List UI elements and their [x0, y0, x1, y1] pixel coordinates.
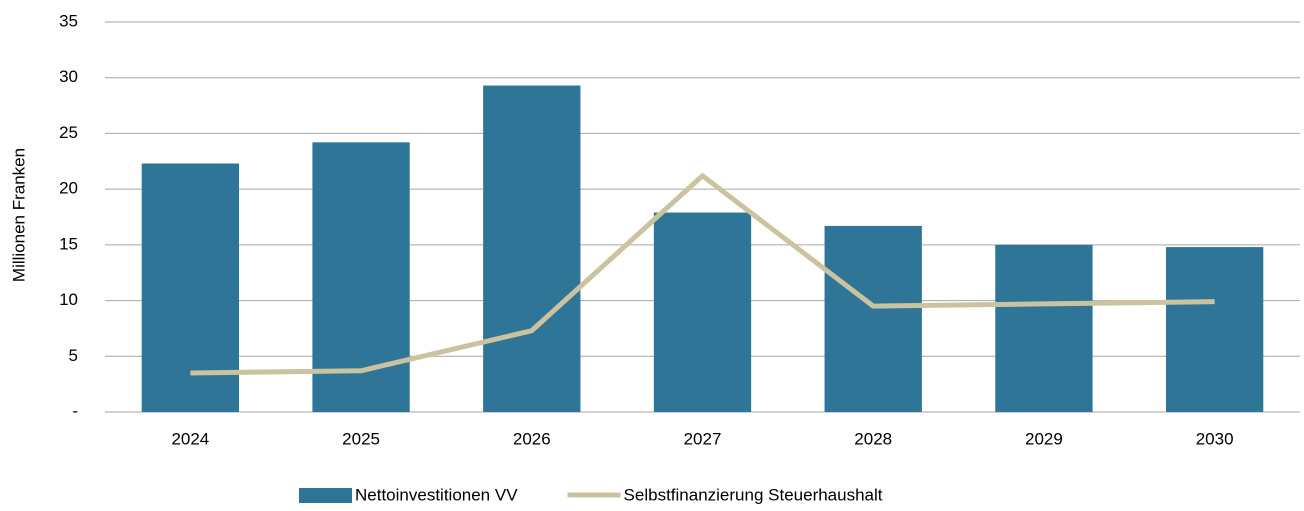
bar — [653, 212, 752, 412]
x-tick-label: 2026 — [513, 429, 551, 448]
y-tick-label: 25 — [59, 123, 78, 142]
y-tick-label: 15 — [59, 234, 78, 253]
line — [190, 173, 1215, 376]
legend-label: Selbstfinanzierung Steuerhaushalt — [624, 485, 883, 504]
x-tick-label: 2027 — [684, 429, 722, 448]
x-tick-label: 2030 — [1196, 429, 1234, 448]
bar — [312, 142, 410, 413]
x-tick-label: 2025 — [342, 429, 380, 448]
y-axis-label: Millionen Franken — [9, 148, 28, 282]
legend-swatch — [299, 488, 352, 503]
bar — [483, 85, 581, 412]
y-tick-label: 10 — [59, 290, 78, 309]
y-tick-label: 5 — [69, 346, 78, 365]
y-tick-label: 20 — [59, 179, 78, 198]
x-tick-label: 2028 — [854, 429, 892, 448]
bar — [1165, 247, 1264, 412]
y-tick-label: - — [72, 401, 78, 420]
x-tick-label: 2029 — [1025, 429, 1063, 448]
bar — [995, 244, 1093, 412]
y-tick-label: 35 — [59, 11, 78, 30]
x-tick-label: 2024 — [171, 429, 209, 448]
bar — [824, 225, 922, 412]
y-tick-label: 30 — [59, 67, 78, 86]
legend-label: Nettoinvestitionen VV — [355, 485, 518, 504]
